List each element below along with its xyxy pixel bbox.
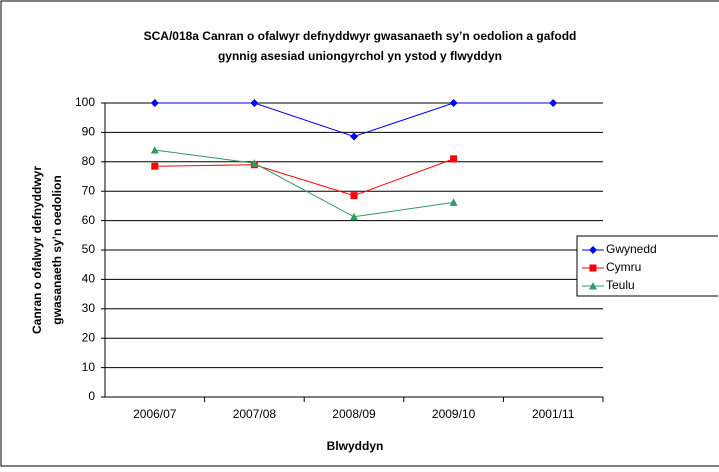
marker (589, 246, 597, 254)
marker (150, 146, 159, 154)
x-tick-label: 2006/07 (133, 407, 177, 421)
marker (150, 99, 159, 107)
marker (450, 155, 458, 163)
y-tick-label: 10 (82, 360, 96, 374)
y-tick-label: 70 (82, 183, 96, 197)
y-tick-label: 50 (82, 242, 96, 256)
marker (449, 198, 458, 206)
marker (589, 264, 597, 272)
y-axis-label: gwasanaeth sy’n oedolion (50, 175, 64, 324)
y-axis-label: Canran o ofalwyr defnyddwyr (30, 166, 44, 334)
y-tick-label: 30 (82, 301, 96, 315)
marker (350, 132, 358, 141)
marker (549, 99, 558, 107)
y-tick-label: 0 (88, 389, 95, 403)
marker (151, 162, 159, 170)
marker (250, 159, 259, 167)
series-line (154, 158, 454, 197)
marker (350, 192, 358, 200)
legend-label: Teulu (606, 278, 635, 292)
y-tick-label: 80 (82, 154, 96, 168)
legend-label: Cymru (606, 260, 641, 274)
legend: Gwynedd Cymru Teulu (576, 235, 718, 297)
marker (250, 99, 259, 107)
chart-title: gynnig asesiad uniongyrchol yn ystod y f… (218, 49, 502, 63)
legend-label: Gwynedd (606, 242, 657, 256)
y-tick-label: 40 (82, 272, 96, 286)
x-axis-label: Blwyddyn (327, 439, 384, 453)
x-tick-label: 2008/09 (332, 407, 376, 421)
x-tick-label: 2007/08 (233, 407, 277, 421)
x-tick-label: 2009/10 (432, 407, 476, 421)
y-tick-label: 90 (82, 125, 96, 139)
marker (350, 212, 358, 221)
marker (449, 99, 458, 107)
y-tick-label: 100 (75, 95, 95, 109)
marker (589, 282, 597, 290)
y-tick-label: 60 (82, 213, 96, 227)
y-tick-label: 20 (82, 330, 96, 344)
x-tick-label: 2001/11 (532, 407, 575, 421)
chart-title: SCA/018a Canran o ofalwyr defnyddwyr gwa… (144, 29, 577, 43)
series-line (154, 149, 454, 218)
